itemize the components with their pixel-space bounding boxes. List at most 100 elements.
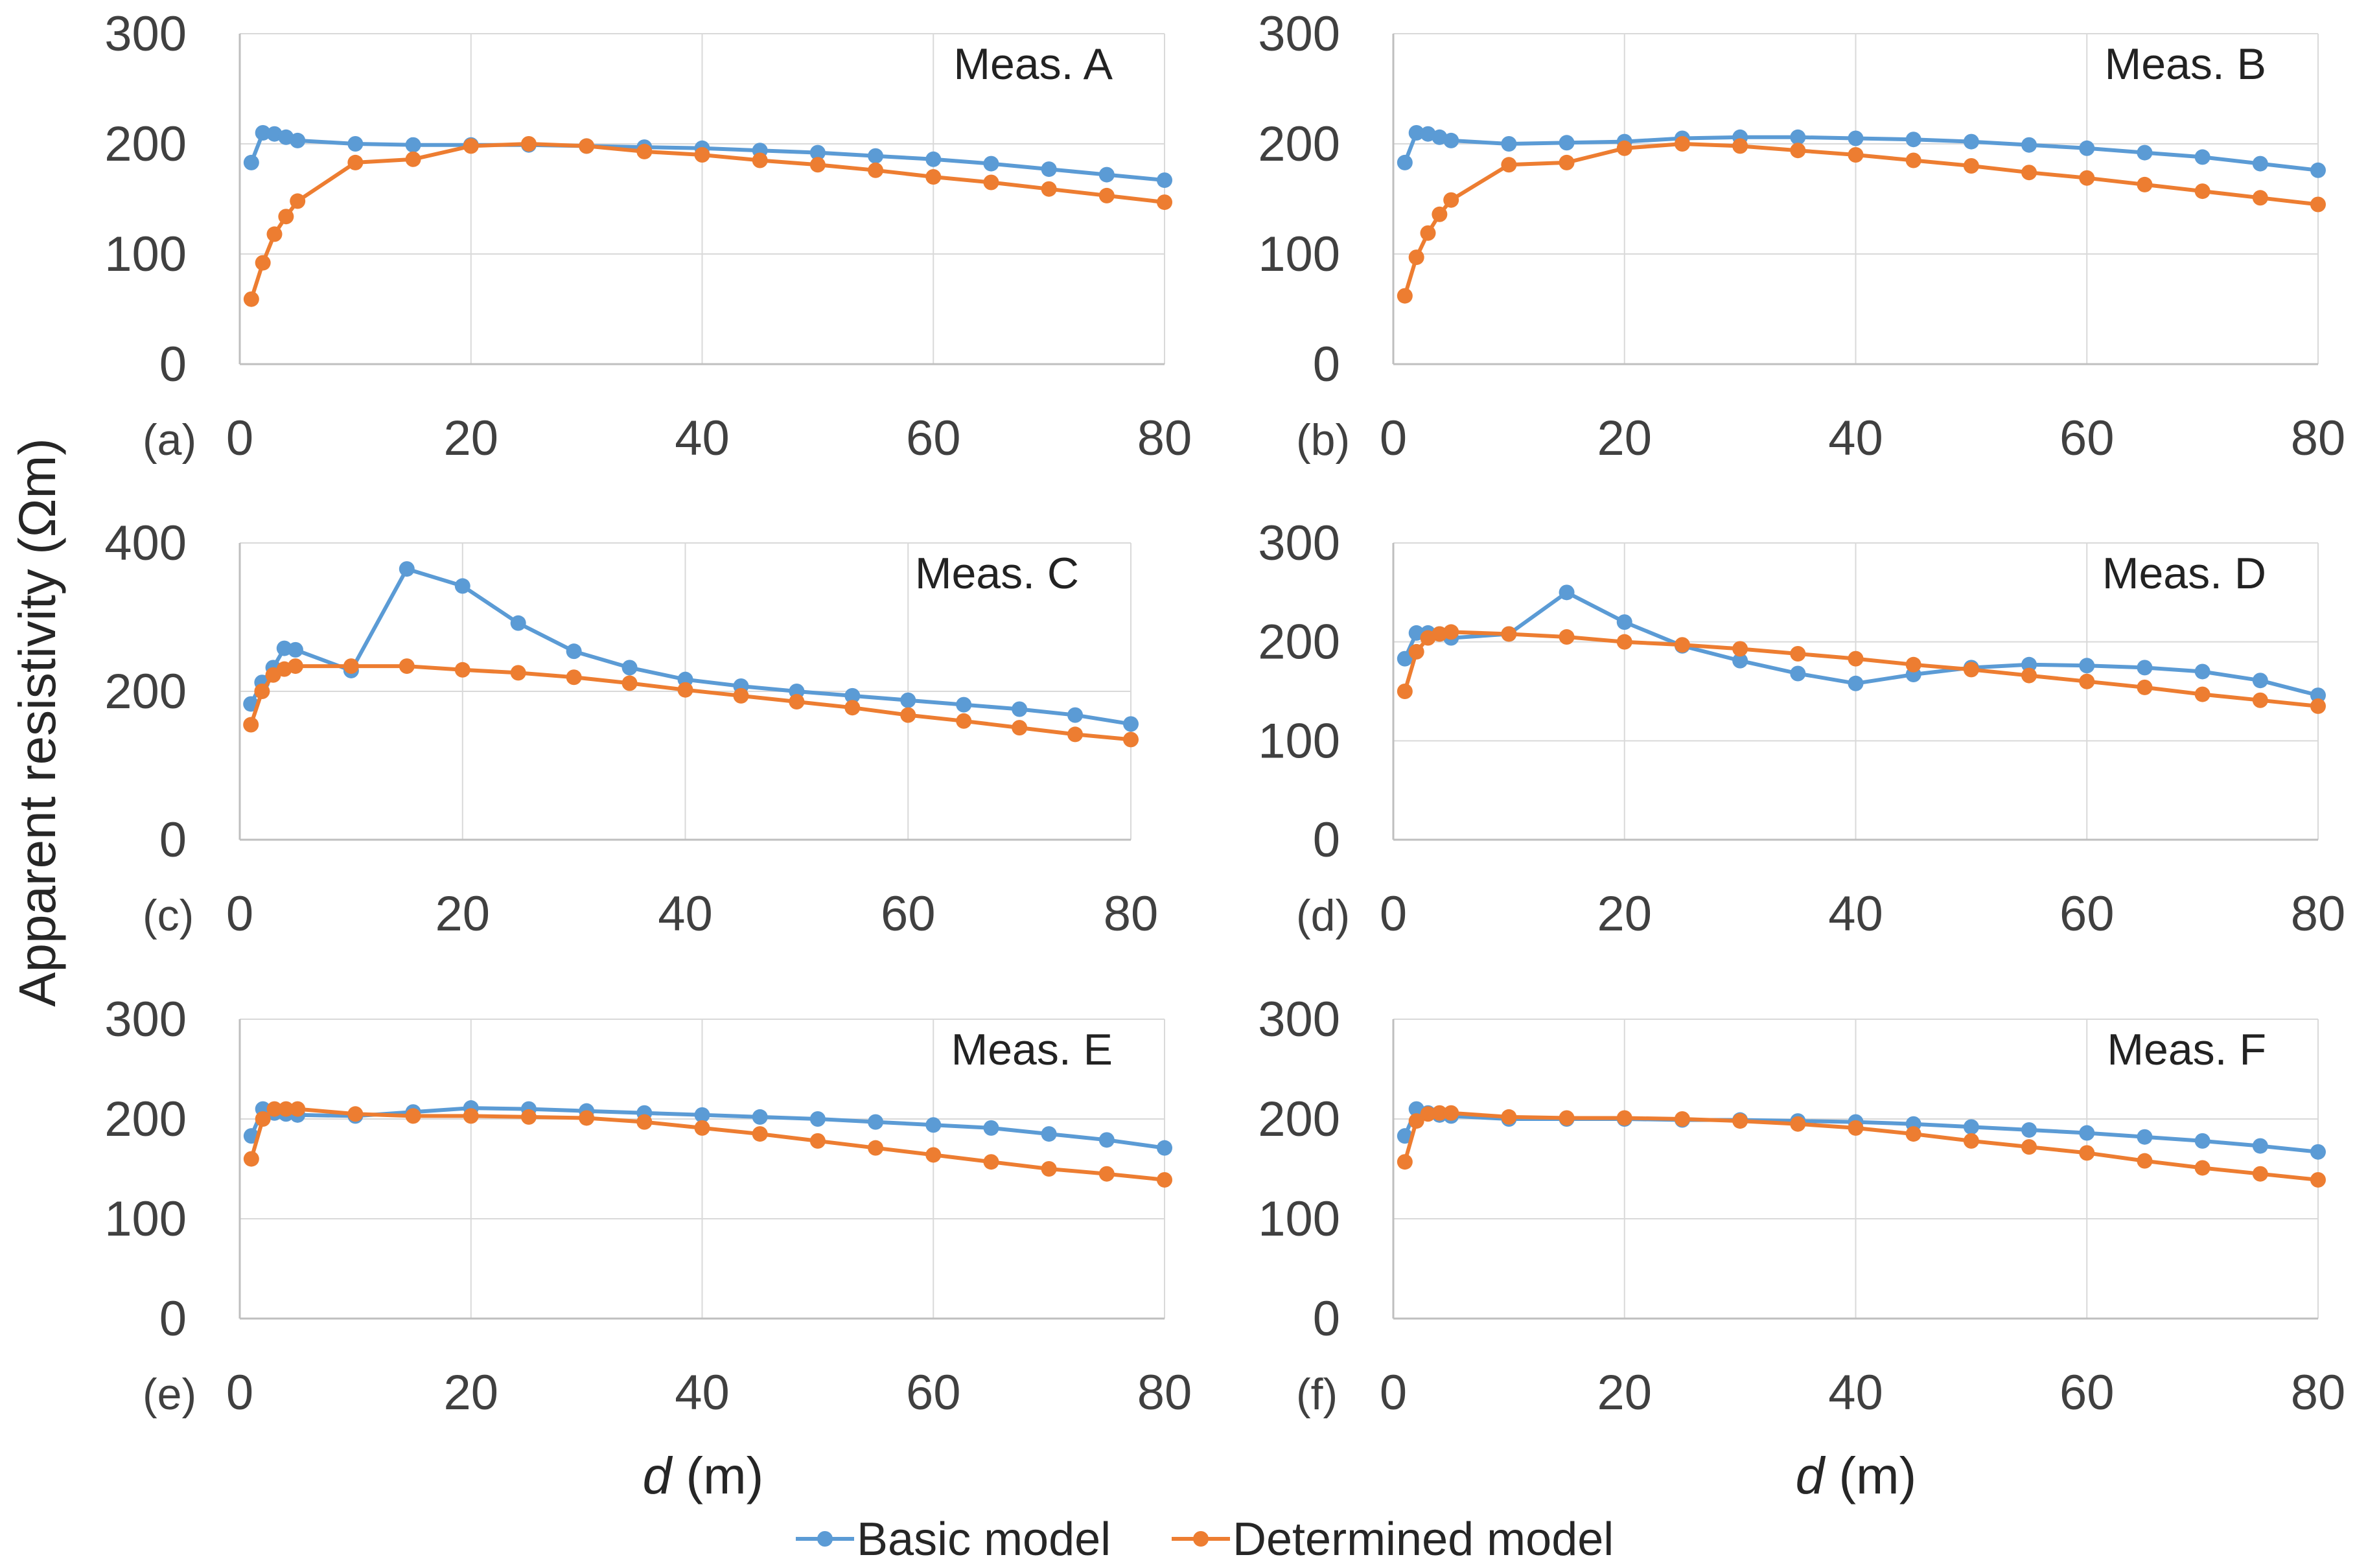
- panel-d-point-determined-model: [2079, 673, 2095, 689]
- panel-e-y-tick-label: 0: [159, 1291, 187, 1346]
- panel-d-title: Meas. D: [2102, 549, 2266, 598]
- panel-c-x-tick-label: 20: [435, 886, 490, 941]
- panel-e-y-tick-label: 200: [104, 1092, 187, 1147]
- panel-d-point-basic-model: [1397, 651, 1413, 667]
- panel-e-point-basic-model: [868, 1114, 884, 1130]
- panel-d-point-determined-model: [1674, 637, 1690, 653]
- panel-e-point-basic-model: [1041, 1126, 1057, 1142]
- panel-c-point-basic-model: [287, 641, 303, 658]
- panel-d-point-determined-model: [1559, 629, 1575, 645]
- panel-b-point-determined-model: [2021, 165, 2037, 181]
- panel-d-point-determined-model: [1963, 662, 1979, 678]
- panel-c-point-basic-model: [510, 615, 526, 631]
- panel-c-point-determined-model: [287, 658, 303, 674]
- panel-f-point-basic-model: [2310, 1144, 2326, 1160]
- panel-c-point-determined-model: [733, 687, 749, 704]
- panel-c-point-determined-model: [844, 700, 861, 716]
- panel-d-point-determined-model: [1616, 634, 1632, 650]
- panel-f-y-tick-label: 0: [1313, 1291, 1340, 1346]
- panel-a-point-basic-model: [983, 156, 999, 172]
- panel-c: 0 200 400 0 20 40 60 80 (c) Meas. C: [104, 516, 1158, 941]
- panel-c-point-basic-model: [621, 660, 638, 676]
- x-axis-unit-right: (m): [1824, 1447, 1916, 1505]
- panel-f-point-determined-model: [1848, 1120, 1864, 1136]
- panel-e-point-determined-model: [278, 1101, 294, 1117]
- panel-d-point-determined-model: [2194, 686, 2210, 702]
- panel-a-point-basic-model: [1098, 167, 1115, 183]
- panel-c-x-tick-label: 0: [226, 886, 253, 941]
- panel-b-point-basic-model: [2079, 140, 2095, 156]
- panel-f-point-basic-model: [2252, 1138, 2268, 1154]
- panel-d-point-basic-model: [2310, 687, 2326, 704]
- panel-e-title: Meas. E: [951, 1025, 1113, 1074]
- panel-d-x-tick-label: 0: [1380, 886, 1407, 941]
- panel-e-point-determined-model: [463, 1108, 479, 1124]
- panel-a-y-tick-label: 0: [159, 337, 187, 392]
- panel-c-point-basic-model: [1067, 707, 1084, 723]
- panel-a-point-determined-model: [278, 209, 294, 225]
- panel-d-x-tick-label: 20: [1597, 886, 1652, 941]
- panel-a-point-determined-model: [752, 152, 768, 168]
- panel-a-point-basic-model: [1041, 161, 1057, 178]
- panel-b-x-tick-label: 40: [1828, 411, 1883, 466]
- panel-c-point-determined-model: [900, 707, 916, 723]
- panel-e-point-determined-model: [809, 1133, 826, 1149]
- panel-a-y-tick-label: 200: [104, 117, 187, 172]
- panel-b-point-basic-model: [2310, 162, 2326, 178]
- panel-c-point-basic-model: [1123, 716, 1139, 732]
- panel-e-x-tick-label: 60: [906, 1365, 961, 1420]
- panel-e-point-determined-model: [405, 1108, 421, 1124]
- panel-e-point-determined-model: [266, 1101, 283, 1117]
- panel-a-point-determined-model: [983, 174, 999, 190]
- panel-f-point-determined-model: [2079, 1145, 2095, 1161]
- panel-e-x-tick-label: 0: [226, 1365, 253, 1420]
- panel-d-point-determined-model: [2310, 698, 2326, 714]
- panel-d-point-determined-model: [2137, 679, 2153, 695]
- panel-b-point-basic-model: [1559, 135, 1575, 151]
- panel-e-point-determined-model: [243, 1151, 259, 1167]
- panel-f-point-basic-model: [1397, 1128, 1413, 1144]
- panel-d-point-determined-model: [1848, 651, 1864, 667]
- panel-f-point-determined-model: [1559, 1110, 1575, 1126]
- panel-f-point-determined-model: [1732, 1113, 1748, 1129]
- panel-e-point-determined-model: [347, 1106, 364, 1122]
- panel-f-title: Meas. F: [2107, 1025, 2266, 1074]
- panel-e-point-basic-model: [752, 1109, 768, 1125]
- panel-e-y-tick-label: 100: [104, 1192, 187, 1247]
- panel-e-point-determined-model: [636, 1114, 653, 1130]
- panel-f-y-tick-label: 300: [1258, 992, 1340, 1047]
- panel-e: 0 100 200 300 0 20 40 60 80 (e) Meas. E: [104, 992, 1192, 1420]
- panel-c-point-determined-model: [1123, 732, 1139, 748]
- panel-f-x-tick-label: 0: [1380, 1365, 1407, 1420]
- panel-c-label: (c): [143, 891, 194, 940]
- panel-d-point-basic-model: [2252, 673, 2268, 689]
- panel-a-point-determined-model: [636, 143, 653, 159]
- panel-c-point-basic-model: [844, 687, 861, 704]
- panel-a-point-basic-model: [405, 137, 421, 153]
- panel-a-point-determined-model: [255, 255, 271, 271]
- panel-e-point-determined-model: [520, 1109, 537, 1125]
- panel-f-y-tick-label: 200: [1258, 1092, 1340, 1147]
- panel-a-point-basic-model: [243, 154, 259, 170]
- panel-b-point-determined-model: [2194, 183, 2210, 200]
- panel-e-point-determined-model: [925, 1147, 942, 1163]
- panel-e-point-determined-model: [1041, 1161, 1057, 1177]
- panel-a-title: Meas. A: [953, 40, 1113, 89]
- panel-f-point-determined-model: [1790, 1116, 1806, 1132]
- panel-b-point-determined-model: [1790, 143, 1806, 159]
- legend: Basic model Determined model: [796, 1514, 1614, 1565]
- panel-d-y-tick-label: 0: [1313, 813, 1340, 868]
- panel-a-point-determined-model: [266, 226, 283, 242]
- panel-c-y-tick-label: 0: [159, 813, 187, 868]
- panel-c-point-determined-model: [454, 662, 470, 678]
- panel-b-point-determined-model: [1397, 288, 1413, 304]
- panel-c-point-determined-model: [789, 694, 805, 710]
- x-axis-label-right: d (m): [1796, 1447, 1917, 1505]
- panel-f-point-determined-model: [1420, 1106, 1436, 1122]
- panel-b: 0 100 200 300 0 20 40 60 80 (b) Meas. B: [1258, 6, 2345, 466]
- panel-c-point-basic-model: [454, 578, 470, 594]
- panel-c-point-basic-model: [900, 692, 916, 708]
- panel-c-point-determined-model: [399, 658, 415, 674]
- panel-d-point-basic-model: [1790, 665, 1806, 682]
